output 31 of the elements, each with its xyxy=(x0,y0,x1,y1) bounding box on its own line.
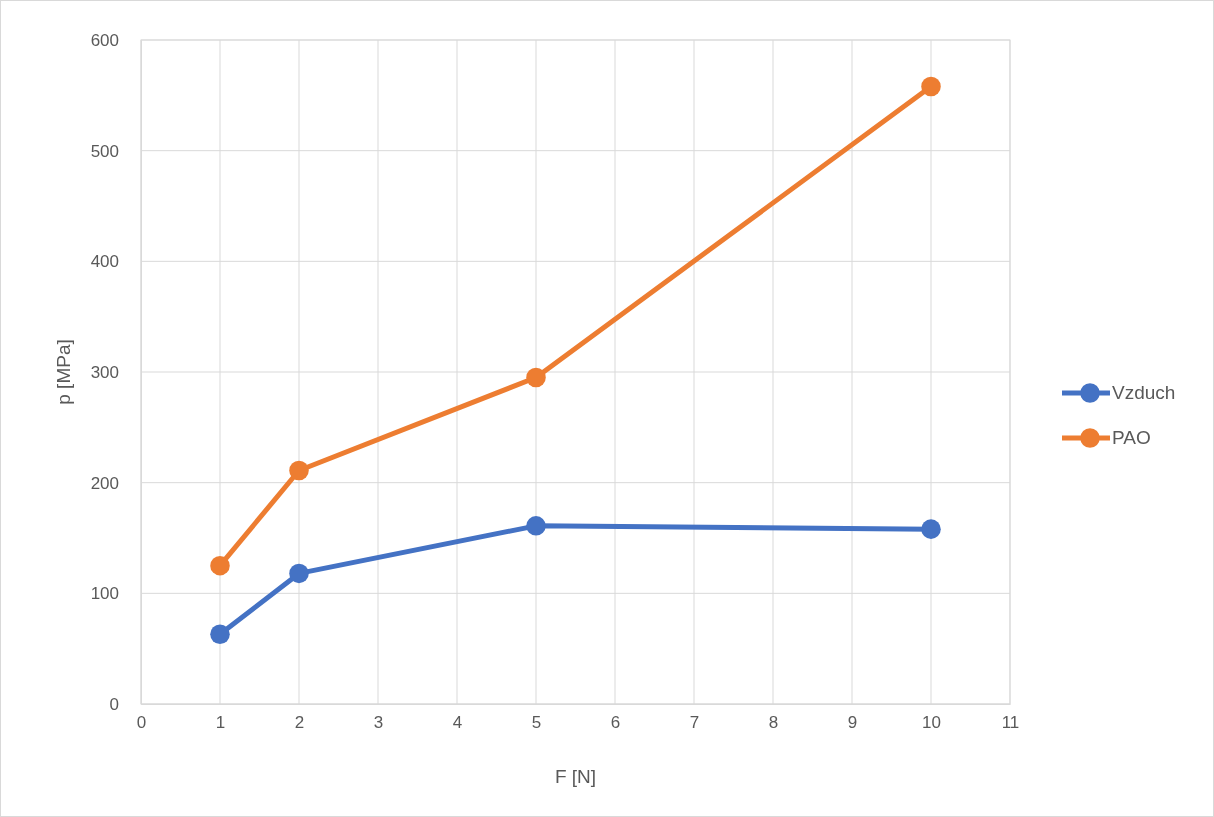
x-tick-label: 2 xyxy=(294,713,305,733)
point xyxy=(289,460,309,481)
y-tick-label: 300 xyxy=(90,362,119,382)
point xyxy=(921,519,941,539)
y-tick-label: 500 xyxy=(90,141,119,161)
y-tick-label: 100 xyxy=(90,584,119,604)
y-axis-title: p [MPa] xyxy=(53,339,74,405)
x-tick-label: 5 xyxy=(531,713,542,733)
point xyxy=(526,367,546,388)
point xyxy=(921,76,941,97)
point xyxy=(210,624,230,645)
x-axis-title: F [N] xyxy=(554,766,597,787)
x-tick-label: 9 xyxy=(847,713,858,733)
point xyxy=(210,555,230,576)
x-tick-label: 11 xyxy=(1001,713,1020,733)
legend-label: PAO xyxy=(1112,427,1151,448)
x-tick-label: 4 xyxy=(452,713,463,733)
x-tick-label: 7 xyxy=(689,713,700,733)
y-tick-label: 600 xyxy=(90,30,119,50)
x-tick-label: 8 xyxy=(768,713,779,733)
x-tick-label: 1 xyxy=(215,713,226,733)
y-tick-label: 200 xyxy=(90,473,119,493)
x-tick-label: 6 xyxy=(610,713,621,733)
y-tick-label: 400 xyxy=(90,252,119,272)
y-tick-label: 0 xyxy=(109,694,119,714)
point xyxy=(289,563,309,584)
point xyxy=(526,516,546,536)
x-tick-label: 3 xyxy=(373,713,384,733)
x-tick-label: 10 xyxy=(922,713,941,733)
x-tick-label: 0 xyxy=(136,713,147,733)
legend-label: Vzduch xyxy=(1112,382,1176,403)
